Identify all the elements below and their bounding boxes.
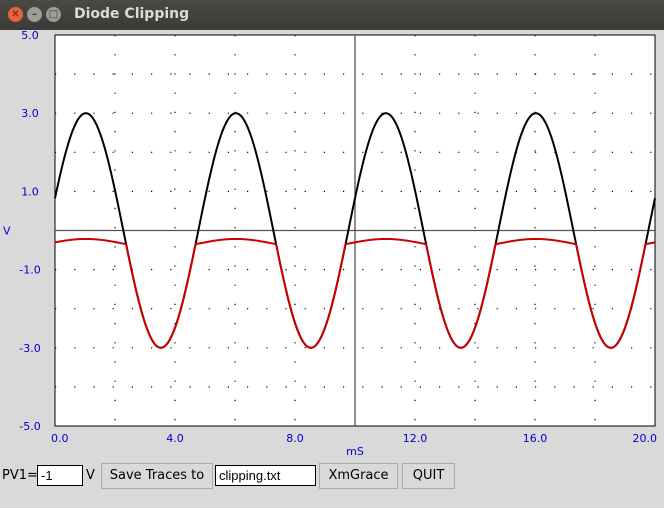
title-bar: ✕ – □ Diode Clipping (0, 0, 664, 30)
filename-input[interactable] (215, 465, 316, 486)
x-tick-label: 12.0 (403, 432, 428, 445)
y-tick-label: -3.0 (19, 342, 40, 355)
pv1-input[interactable] (37, 465, 83, 486)
tick-labels: 0.0 4.0 8.0 12.0 16.0 20.0 5.0 3.0 1.0 V -1.0 -3.0 -… (3, 29, 658, 445)
maximize-icon[interactable]: □ (46, 7, 61, 22)
pv1-unit-label: V (86, 468, 95, 483)
x-axis-label: mS (346, 445, 364, 458)
y-tick-label: 3.0 (21, 107, 39, 120)
pv1-label: PV1= (2, 468, 38, 483)
x-tick-label: 16.0 (523, 432, 548, 445)
minimize-icon[interactable]: – (27, 7, 42, 22)
x-tick-label: 0.0 (51, 432, 69, 445)
quit-button[interactable]: QUIT (402, 463, 455, 489)
save-traces-button[interactable]: Save Traces to (101, 463, 213, 489)
y-tick-label: 5.0 (21, 30, 39, 42)
plot-axes (55, 35, 655, 426)
y-axis-label: V (3, 225, 11, 238)
plot-traces (54, 112, 656, 349)
window-title: Diode Clipping (74, 6, 190, 22)
y-tick-label: -5.0 (19, 420, 40, 433)
y-tick-label: 1.0 (21, 185, 39, 198)
close-icon[interactable]: ✕ (8, 7, 23, 22)
x-tick-label: 4.0 (166, 432, 184, 445)
oscilloscope-plot: 0.0 4.0 8.0 12.0 16.0 20.0 5.0 3.0 1.0 V -1.0 -3.0 -… (3, 29, 658, 458)
xmgrace-button[interactable]: XmGrace (319, 463, 398, 489)
x-tick-label: 20.0 (633, 432, 658, 445)
y-tick-label: -1.0 (19, 264, 40, 277)
x-tick-label: 8.0 (286, 432, 304, 445)
plot-canvas: 0.0 4.0 8.0 12.0 16.0 20.0 5.0 3.0 1.0 V -1.0 -3.0 -… (0, 29, 664, 458)
trace-2 (54, 237, 656, 349)
